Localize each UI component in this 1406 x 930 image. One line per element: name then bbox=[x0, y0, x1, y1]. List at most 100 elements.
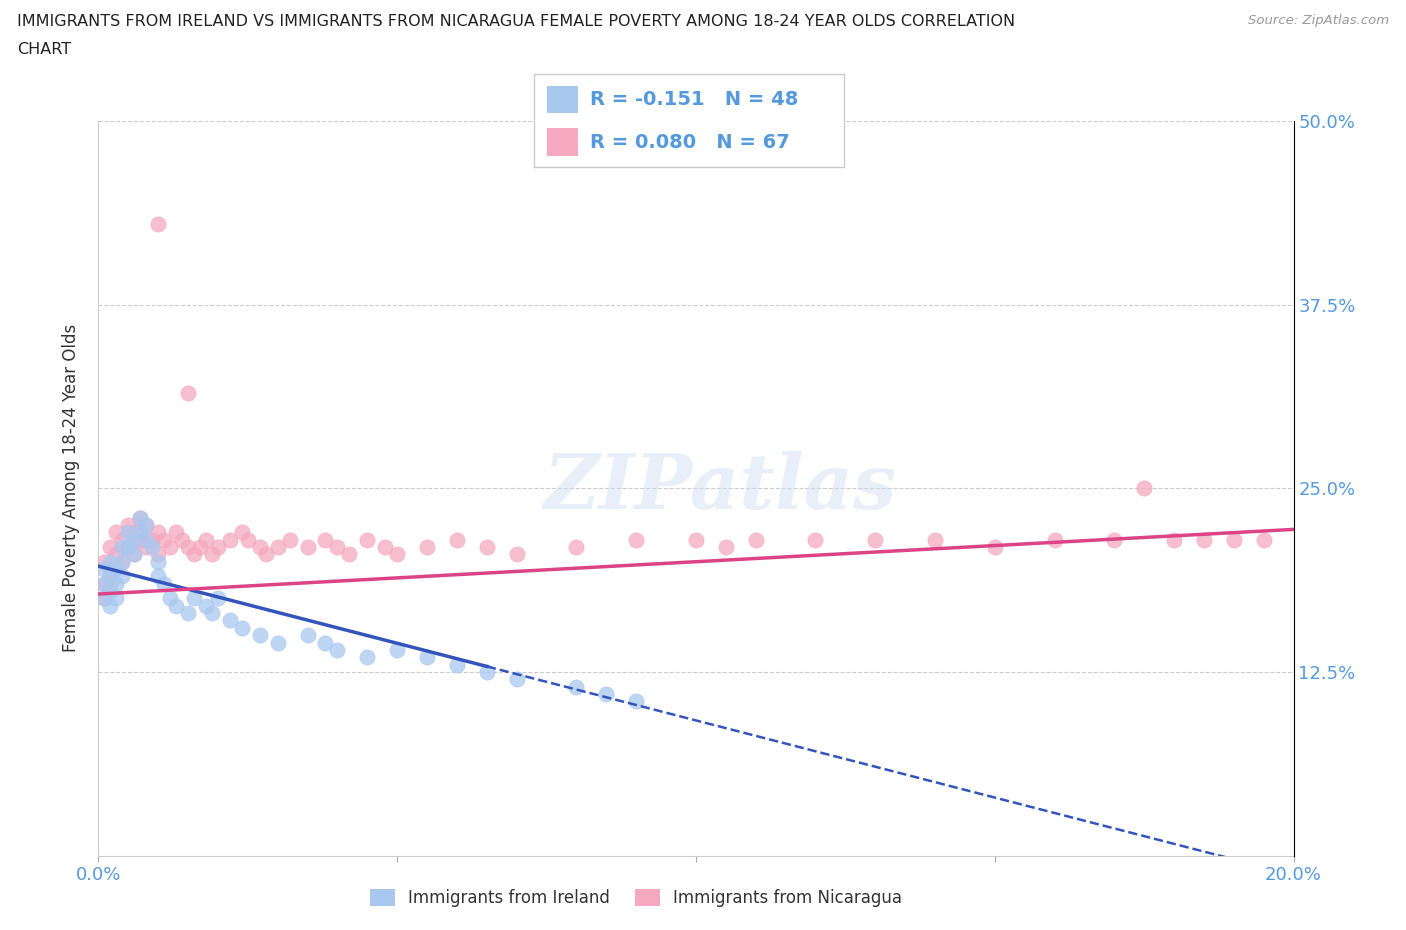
Point bbox=[141, 539, 163, 554]
Point bbox=[506, 671, 529, 686]
Point bbox=[153, 577, 176, 591]
Text: CHART: CHART bbox=[17, 42, 70, 57]
Text: IMMIGRANTS FROM IRELAND VS IMMIGRANTS FROM NICARAGUA FEMALE POVERTY AMONG 18-24 : IMMIGRANTS FROM IRELAND VS IMMIGRANTS FR… bbox=[17, 14, 1015, 29]
Point bbox=[446, 532, 468, 547]
Point bbox=[105, 525, 128, 539]
Point bbox=[595, 686, 617, 701]
Point bbox=[177, 539, 200, 554]
Point bbox=[231, 525, 253, 539]
Point bbox=[1043, 532, 1066, 547]
Text: R = -0.151   N = 48: R = -0.151 N = 48 bbox=[591, 90, 799, 109]
Point bbox=[267, 539, 290, 554]
Point bbox=[124, 547, 146, 562]
Point bbox=[745, 532, 768, 547]
Point bbox=[98, 569, 122, 584]
Text: R = 0.080   N = 67: R = 0.080 N = 67 bbox=[591, 133, 790, 152]
Point bbox=[201, 547, 224, 562]
Point bbox=[219, 532, 242, 547]
Point bbox=[626, 532, 648, 547]
Point bbox=[111, 539, 134, 554]
Point bbox=[111, 554, 134, 569]
Point bbox=[1163, 532, 1185, 547]
Bar bbox=[547, 86, 578, 113]
Point bbox=[315, 532, 337, 547]
Point bbox=[172, 532, 194, 547]
Point bbox=[207, 539, 229, 554]
Point bbox=[105, 591, 128, 606]
Point bbox=[177, 385, 200, 400]
Legend: Immigrants from Ireland, Immigrants from Nicaragua: Immigrants from Ireland, Immigrants from… bbox=[363, 882, 910, 913]
Point bbox=[148, 547, 170, 562]
Point bbox=[475, 664, 498, 679]
Point bbox=[385, 643, 409, 658]
Point bbox=[135, 532, 157, 547]
Point bbox=[506, 547, 529, 562]
Point bbox=[159, 591, 181, 606]
Point bbox=[714, 539, 737, 554]
Point bbox=[219, 613, 242, 628]
Point bbox=[148, 217, 170, 232]
Text: Source: ZipAtlas.com: Source: ZipAtlas.com bbox=[1249, 14, 1389, 27]
Point bbox=[1133, 481, 1156, 496]
Text: ZIPatlas: ZIPatlas bbox=[543, 451, 897, 525]
Point bbox=[124, 532, 146, 547]
Point bbox=[356, 532, 378, 547]
Point bbox=[124, 525, 146, 539]
Point bbox=[165, 525, 187, 539]
Point bbox=[278, 532, 301, 547]
Point bbox=[565, 679, 588, 694]
Point bbox=[315, 635, 337, 650]
Point bbox=[565, 539, 588, 554]
Point bbox=[111, 569, 134, 584]
Point bbox=[93, 554, 115, 569]
Point bbox=[129, 511, 152, 525]
Point bbox=[195, 532, 218, 547]
Point bbox=[111, 554, 134, 569]
Point bbox=[183, 591, 205, 606]
Point bbox=[148, 554, 170, 569]
Point bbox=[117, 517, 139, 532]
Point bbox=[326, 539, 349, 554]
Point bbox=[865, 532, 887, 547]
Point bbox=[416, 539, 439, 554]
Point bbox=[236, 532, 259, 547]
Point bbox=[129, 511, 152, 525]
Point bbox=[117, 539, 139, 554]
Point bbox=[98, 562, 122, 577]
Point bbox=[201, 605, 224, 620]
Point bbox=[297, 628, 319, 643]
Point bbox=[159, 539, 181, 554]
Point bbox=[165, 598, 187, 613]
Point bbox=[98, 584, 122, 599]
Point bbox=[416, 650, 439, 665]
Point bbox=[98, 554, 122, 569]
Point bbox=[924, 532, 946, 547]
Point bbox=[446, 658, 468, 672]
Point bbox=[129, 525, 152, 539]
Point bbox=[267, 635, 290, 650]
Point bbox=[105, 577, 128, 591]
Point bbox=[93, 591, 115, 606]
Point bbox=[339, 547, 361, 562]
Point bbox=[148, 525, 170, 539]
Point bbox=[183, 547, 205, 562]
Point bbox=[98, 598, 122, 613]
Point bbox=[249, 539, 271, 554]
Point bbox=[177, 605, 200, 620]
Point bbox=[804, 532, 827, 547]
Point bbox=[98, 539, 122, 554]
Point bbox=[385, 547, 409, 562]
Point bbox=[105, 547, 128, 562]
Point bbox=[626, 694, 648, 709]
Point bbox=[105, 562, 128, 577]
Point bbox=[374, 539, 396, 554]
Point bbox=[207, 591, 229, 606]
Point bbox=[124, 547, 146, 562]
Point bbox=[195, 598, 218, 613]
Point bbox=[141, 532, 163, 547]
Point bbox=[254, 547, 277, 562]
Y-axis label: Female Poverty Among 18-24 Year Olds: Female Poverty Among 18-24 Year Olds bbox=[62, 325, 80, 652]
Point bbox=[1104, 532, 1126, 547]
Point bbox=[135, 517, 157, 532]
Bar bbox=[547, 128, 578, 156]
